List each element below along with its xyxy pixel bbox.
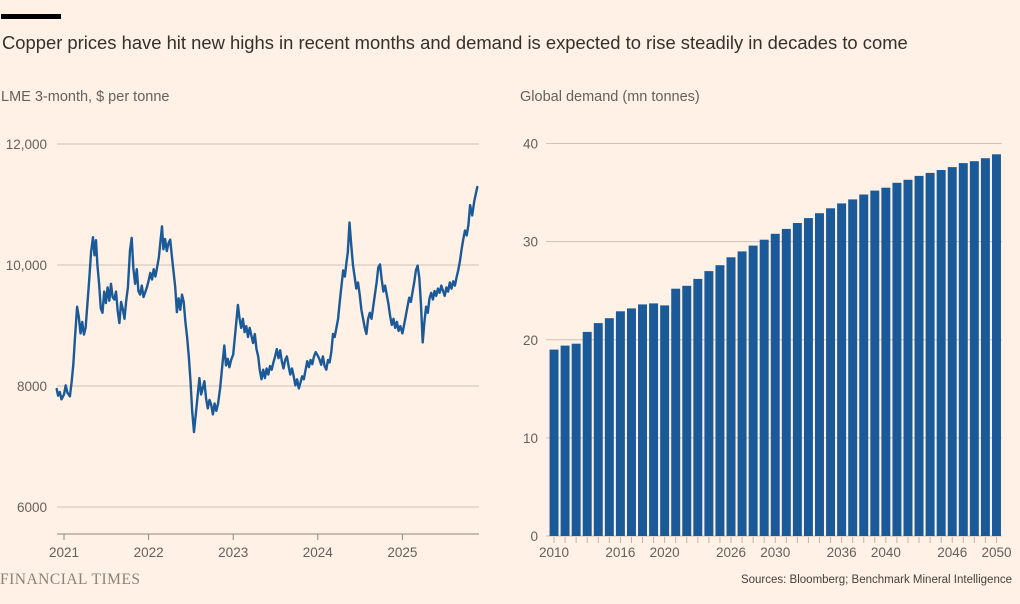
x-axis-label: 2024: [303, 545, 334, 560]
demand-bar-2025: [715, 265, 725, 536]
demand-bar-2022: [682, 285, 692, 536]
demand-bar-2023: [693, 278, 703, 536]
demand-bar-2029: [759, 239, 769, 536]
demand-bar-2018: [638, 304, 647, 536]
demand-bar-2031: [781, 228, 791, 536]
bar-chart-title: Global demand (mn tonnes): [520, 89, 700, 105]
y-axis-label: 10,000: [6, 258, 47, 273]
demand-bar-2021: [671, 288, 681, 536]
line-chart-title: LME 3-month, $ per tonne: [1, 89, 170, 105]
demand-bar-2048: [969, 161, 979, 536]
x-axis-label: 2030: [760, 545, 790, 560]
demand-bar-2046: [947, 167, 957, 536]
demand-bar-2019: [649, 303, 659, 536]
x-axis-label: 2023: [218, 545, 248, 560]
demand-bar-2012: [571, 343, 581, 536]
x-axis-label: 2021: [49, 545, 79, 560]
y-axis-label: 40: [523, 137, 538, 152]
demand-bar-2013: [582, 331, 592, 536]
page-title: Copper prices have hit new highs in rece…: [2, 32, 908, 53]
y-axis-label: 10: [523, 431, 538, 446]
demand-bar-2010: [549, 349, 559, 536]
demand-bar-2032: [792, 223, 802, 536]
x-axis-label: 2016: [605, 545, 635, 560]
y-axis-label: 8000: [17, 379, 47, 394]
price-line-series: [55, 185, 479, 434]
demand-bar-2014: [593, 323, 603, 536]
y-axis-label: 30: [523, 235, 538, 250]
x-axis-label: 2010: [539, 545, 569, 560]
demand-bar-2011: [560, 345, 570, 536]
demand-bar-2028: [748, 245, 758, 536]
demand-bar-2037: [848, 199, 858, 536]
demand-bar-2026: [726, 257, 736, 536]
demand-bar-2044: [925, 172, 935, 536]
demand-bar-2015: [604, 318, 614, 536]
demand-bar-2040: [881, 187, 891, 536]
x-axis-label: 2026: [716, 545, 746, 560]
demand-bar-2036: [837, 203, 847, 536]
demand-bar-2027: [737, 251, 747, 536]
financial-times-logo: FINANCIAL TIMES: [0, 571, 141, 588]
demand-bar-2024: [704, 271, 714, 536]
demand-bar-2050: [991, 154, 1001, 537]
demand-bar-2016: [615, 311, 625, 536]
ft-top-rule: [1, 14, 61, 19]
x-axis-label: 2036: [827, 545, 857, 560]
x-axis-label: 2020: [650, 545, 680, 560]
x-axis-label: 2022: [134, 545, 164, 560]
x-axis-label: 2046: [937, 545, 967, 560]
demand-bar-2043: [914, 175, 924, 536]
source-note: Sources: Bloomberg; Benchmark Mineral In…: [740, 574, 1012, 586]
y-axis-label: 12,000: [6, 137, 47, 152]
line-chart: 6000 8000 10,000 12,000 2021 2022 2023 2024 2025: [6, 137, 479, 560]
y-axis-label: 20: [523, 333, 538, 348]
y-axis-label: 0: [530, 529, 538, 544]
x-axis-label: 2040: [871, 545, 901, 560]
demand-bar-2049: [980, 158, 990, 536]
demand-bar-2041: [892, 182, 902, 537]
demand-bar-2030: [770, 233, 780, 537]
demand-bar-2017: [626, 308, 636, 536]
demand-bar-2042: [903, 179, 913, 537]
y-axis-label: 6000: [17, 500, 47, 515]
demand-bar-2020: [660, 305, 670, 536]
demand-bar-2034: [815, 213, 824, 536]
demand-bar-2035: [826, 208, 836, 537]
x-axis-label: 2025: [387, 545, 417, 560]
demand-bar-2047: [958, 163, 968, 536]
demand-bar-2033: [803, 218, 813, 536]
x-axis-label: 2050: [981, 545, 1011, 560]
demand-bar-2038: [859, 194, 869, 536]
demand-bar-2045: [936, 170, 946, 536]
demand-bar-2039: [870, 190, 880, 536]
